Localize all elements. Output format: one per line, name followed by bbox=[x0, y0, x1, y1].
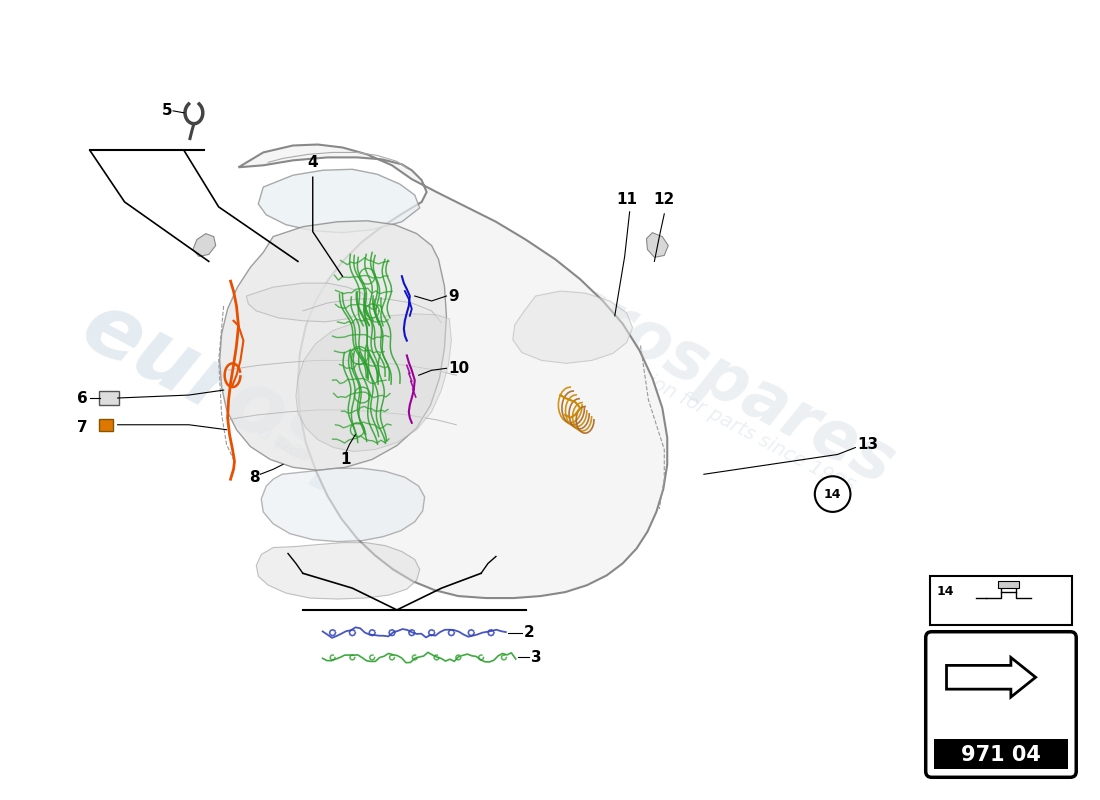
Text: 7: 7 bbox=[77, 420, 88, 435]
Text: 1: 1 bbox=[340, 452, 351, 467]
FancyBboxPatch shape bbox=[934, 738, 1068, 770]
Text: a passion for parts since 1985: a passion for parts since 1985 bbox=[254, 421, 560, 597]
Polygon shape bbox=[246, 283, 367, 322]
Text: 8: 8 bbox=[249, 470, 260, 485]
Text: 9: 9 bbox=[449, 289, 459, 303]
FancyBboxPatch shape bbox=[99, 419, 112, 430]
FancyBboxPatch shape bbox=[998, 581, 1020, 588]
Text: 2: 2 bbox=[524, 626, 535, 640]
Text: 13: 13 bbox=[857, 437, 879, 452]
Text: 6: 6 bbox=[77, 390, 88, 406]
Polygon shape bbox=[262, 468, 425, 542]
Text: 3: 3 bbox=[530, 650, 541, 665]
Text: 5: 5 bbox=[162, 103, 172, 118]
Text: eurospares: eurospares bbox=[503, 242, 905, 498]
Text: a passion for parts since 1985: a passion for parts since 1985 bbox=[590, 342, 858, 498]
Polygon shape bbox=[296, 314, 451, 451]
FancyBboxPatch shape bbox=[930, 576, 1072, 625]
Text: 10: 10 bbox=[449, 361, 470, 376]
Text: 971 04: 971 04 bbox=[961, 745, 1041, 765]
Polygon shape bbox=[513, 291, 632, 363]
Text: 14: 14 bbox=[936, 585, 954, 598]
FancyBboxPatch shape bbox=[926, 632, 1076, 778]
Polygon shape bbox=[258, 170, 420, 233]
Polygon shape bbox=[220, 221, 447, 470]
Polygon shape bbox=[946, 658, 1035, 697]
FancyBboxPatch shape bbox=[99, 391, 119, 405]
Text: 11: 11 bbox=[616, 192, 637, 207]
Text: 12: 12 bbox=[653, 192, 675, 207]
Polygon shape bbox=[192, 234, 216, 257]
Polygon shape bbox=[647, 233, 668, 258]
Text: eurospares: eurospares bbox=[68, 285, 587, 614]
Polygon shape bbox=[256, 542, 420, 599]
Polygon shape bbox=[239, 145, 668, 598]
Text: 14: 14 bbox=[824, 487, 842, 501]
Text: 4: 4 bbox=[307, 155, 318, 170]
Circle shape bbox=[815, 476, 850, 512]
